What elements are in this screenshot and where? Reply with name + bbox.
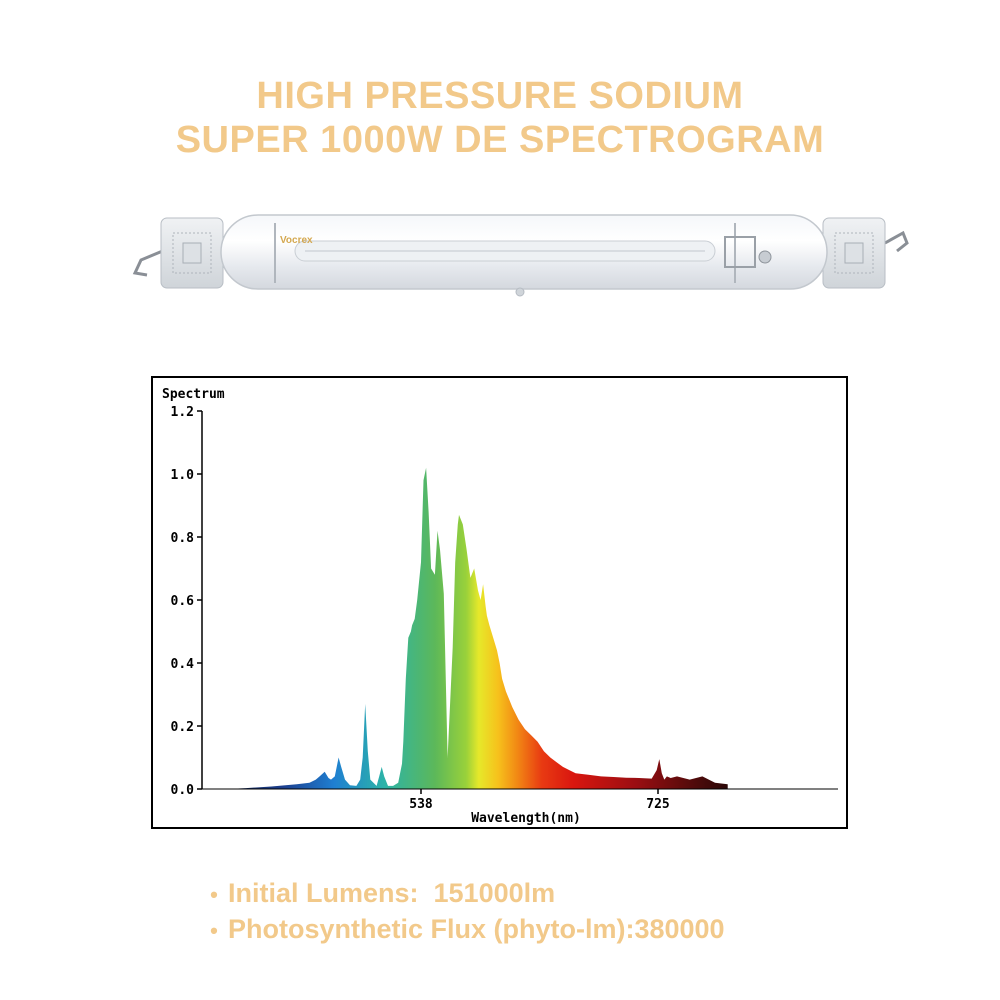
y-tick-label: 1.0: [171, 468, 195, 483]
y-tick-label: 0.2: [171, 720, 194, 735]
spectrum-area-series: [227, 467, 728, 789]
y-tick-label: 1.2: [171, 405, 194, 420]
spectrum-chart-svg: 0.0 0.2 0.4 0.6 0.8 1.0 1.2 538 725 Spectrum Wa…: [162, 387, 838, 826]
y-tick-label: 0.4: [171, 657, 195, 672]
spec-photosynthetic-flux: • Photosynthetic Flux (phyto-lm):380000: [200, 912, 960, 948]
spec-initial-lumens: • Initial Lumens: 151000lm: [200, 876, 960, 912]
lamp-image: Vocrex: [132, 214, 909, 297]
spec-initial-lumens-text: Initial Lumens: 151000lm: [228, 878, 556, 908]
y-tick-label: 0.6: [171, 594, 195, 609]
y-tick-label: 0.0: [171, 783, 195, 798]
y-axis-label: Spectrum: [162, 387, 225, 402]
title-line-1: HIGH PRESSURE SODIUM: [256, 75, 744, 117]
bullet-icon: •: [210, 882, 218, 907]
lamp-brand-label: Vocrex: [280, 235, 313, 246]
x-axis-label: Wavelength(nm): [471, 811, 581, 826]
x-tick-label: 538: [409, 797, 433, 812]
title-line-2: SUPER 1000W DE SPECTROGRAM: [175, 119, 825, 161]
spectrum-chart: 0.0 0.2 0.4 0.6 0.8 1.0 1.2 538 725 Spectrum Wa…: [151, 376, 848, 829]
spec-photosynthetic-flux-text: Photosynthetic Flux (phyto-lm):380000: [228, 914, 725, 944]
y-tick-label: 0.8: [171, 531, 195, 546]
x-tick-label: 725: [646, 797, 669, 812]
bullet-icon: •: [210, 918, 218, 943]
spec-list: • Initial Lumens: 151000lm • Photosyntheti…: [200, 876, 960, 948]
page-title: HIGH PRESSURE SODIUM SUPER 1000W DE SPEC…: [0, 74, 1000, 162]
